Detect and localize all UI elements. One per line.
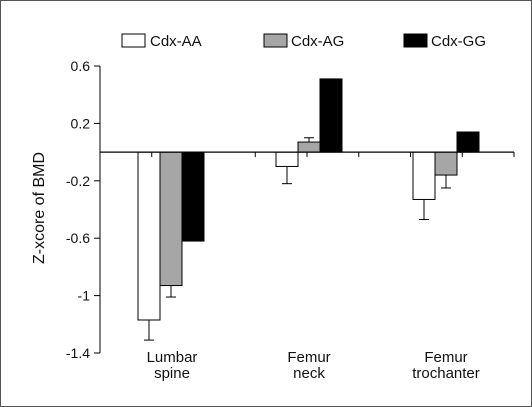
legend-label-2: Cdx-GG [431, 33, 486, 50]
bars [137, 78, 480, 341]
y-tick-label-2: -0.2 [66, 173, 90, 189]
y-tick-label-3: -0.6 [66, 230, 90, 246]
legend-swatch-2 [403, 33, 428, 48]
category-label-2-0: Femur [424, 349, 467, 366]
y-tick-label-0: 0.6 [71, 58, 91, 74]
bar-0-0 [137, 151, 161, 321]
y-tick-label-4: -1 [78, 288, 91, 304]
category-label-0-1: spine [154, 365, 190, 382]
bar-1-2 [319, 78, 343, 153]
bar-1-0 [275, 151, 299, 167]
category-label-1-0: Femur [287, 349, 330, 366]
zero-line [99, 151, 515, 158]
bar-2-2 [456, 131, 480, 153]
category-label-1-1: neck [293, 365, 325, 382]
bar-2-1 [434, 151, 458, 176]
y-tick-label-1: 0.2 [71, 115, 91, 131]
legend-swatch-1 [263, 33, 288, 48]
bar-0-1 [159, 151, 183, 287]
category-label-2-1: trochanter [412, 365, 480, 382]
bar-2-0 [412, 151, 436, 200]
legend-swatch-0 [121, 33, 146, 48]
legend: Cdx-AA Cdx-AG Cdx-GG [121, 33, 486, 50]
legend-label-1: Cdx-AG [291, 33, 344, 50]
category-label-0-0: Lumbar [147, 349, 198, 366]
bar-1-1 [297, 141, 321, 153]
y-tick-label-5: -1.4 [66, 345, 90, 361]
y-axis-title: Z-xcore of BMD [31, 152, 48, 264]
legend-label-0: Cdx-AA [150, 33, 202, 50]
bar-0-2 [181, 151, 205, 242]
y-axis: 0.6 0.2 -0.2 -0.6 -1 -1.4 [66, 58, 101, 361]
